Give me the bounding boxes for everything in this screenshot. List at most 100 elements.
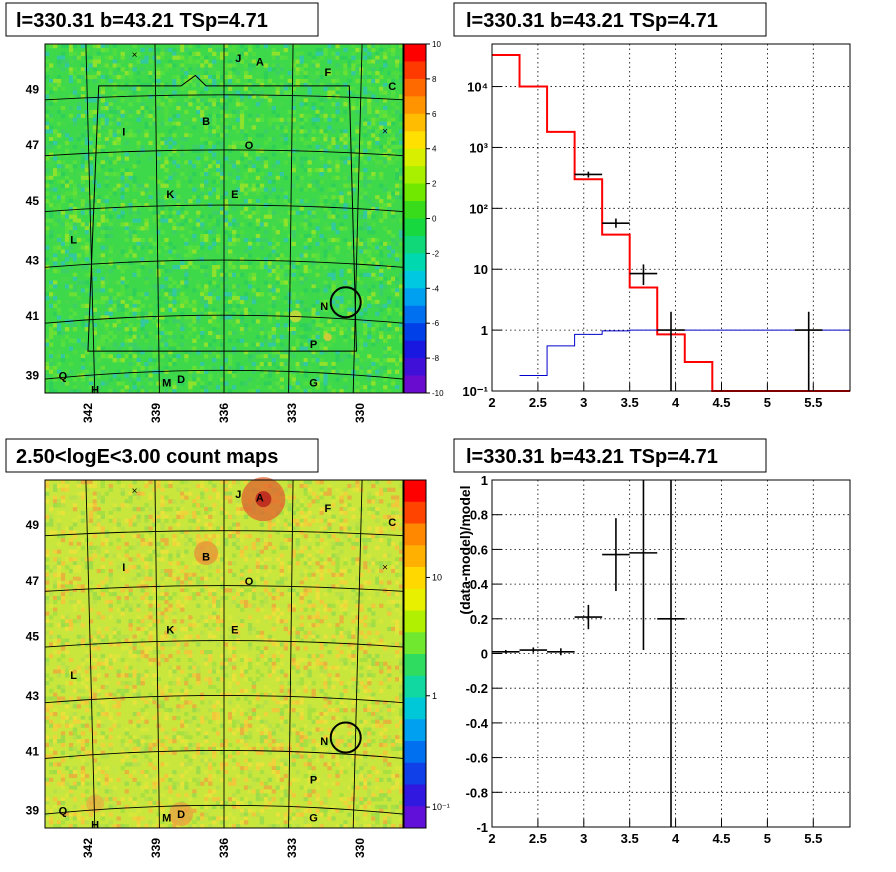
y-tick-label: 10	[474, 262, 488, 277]
cross-marker: ×	[132, 50, 138, 61]
colorbar-segment	[404, 806, 426, 829]
x-tick-label: 330	[353, 838, 367, 858]
x-tick-label: 2	[488, 831, 495, 846]
y-tick-label: 0.8	[470, 508, 488, 523]
colorbar-segment	[404, 610, 426, 633]
x-tick-label: 5.5	[804, 831, 822, 846]
colorbar-segment	[404, 480, 426, 503]
colorbar-tick-label: 10	[432, 40, 441, 49]
source-label: F	[324, 503, 331, 515]
y-tick-label: 0.2	[470, 612, 488, 627]
y-tick-label: 49	[26, 82, 40, 96]
spectrum-title: l=330.31 b=43.21 TSp=4.71	[466, 10, 718, 32]
map-hotspot	[323, 333, 332, 342]
y-tick-label: 1	[481, 473, 488, 488]
source-label: M	[162, 813, 171, 825]
colorbar-segment	[404, 323, 426, 342]
x-tick-label: 336	[217, 838, 231, 858]
source-label: J	[235, 489, 241, 501]
y-tick-label: 47	[26, 574, 40, 588]
colorbar-segment	[404, 375, 426, 394]
x-tick-label: 3	[580, 395, 587, 410]
residual-map-panel: J A F C B I O K E L N P Q H M D G × × 342 339 336 333 330 49 47 45…	[26, 40, 444, 423]
x-tick-label: 4.5	[712, 395, 730, 410]
source-label: C	[388, 81, 396, 93]
cross-marker: ×	[382, 562, 388, 573]
colorbar-segment	[404, 44, 426, 62]
count-map-title: 2.50<logE<3.00 count maps	[16, 446, 278, 468]
colorbar-segment	[404, 253, 426, 272]
colorbar-segment	[404, 78, 426, 97]
count-map-panel: J A F C B I O K E L N P Q H M D G × × 342 339 336 333 330 49 47 45…	[26, 477, 450, 858]
colorbar-segment	[404, 183, 426, 202]
colorbar-segment	[404, 358, 426, 376]
y-tick-label: 0.6	[470, 542, 488, 557]
map-hotspot	[86, 794, 105, 813]
cross-marker: ×	[132, 486, 138, 497]
x-tick-label: 3.5	[621, 831, 639, 846]
colorbar-tick-label: 0	[432, 215, 437, 224]
source-label: B	[202, 116, 210, 128]
map-longitude-line	[352, 43, 363, 394]
colorbar-segment	[404, 148, 426, 167]
y-tick-label: 45	[26, 194, 40, 208]
source-label: D	[177, 809, 185, 821]
source-label: J	[235, 53, 241, 65]
colorbar-tick-label: -10	[432, 389, 444, 398]
source-label: N	[320, 736, 328, 748]
map-longitude-line	[154, 43, 160, 394]
y-tick-label: 43	[26, 253, 40, 267]
colorbar-segment	[404, 762, 426, 785]
source-label: G	[309, 813, 318, 825]
x-tick-label: 333	[285, 838, 299, 858]
source-label: I	[122, 126, 125, 138]
colorbar-segment	[404, 131, 426, 150]
colorbar-segment	[404, 719, 426, 742]
colorbar-segment	[404, 632, 426, 655]
x-tick-label: 342	[81, 838, 95, 858]
map-hotspot	[194, 541, 219, 566]
colorbar-segment	[404, 567, 426, 590]
y-tick-label: -0.4	[466, 716, 489, 731]
source-label: M	[162, 378, 171, 390]
colorbar-segment	[404, 675, 426, 698]
colorbar-segment	[404, 235, 426, 254]
colorbar-tick-label: -2	[432, 249, 440, 258]
colorbar-segment	[404, 501, 426, 524]
source-label: F	[324, 67, 331, 79]
count-map-title-box	[5, 438, 319, 473]
residual-map-title: l=330.31 b=43.21 TSp=4.71	[16, 10, 268, 32]
x-tick-label: 5	[764, 395, 771, 410]
y-tick-label: 39	[26, 369, 40, 383]
source-label: K	[166, 625, 174, 637]
source-label: Q	[59, 371, 68, 383]
y-tick-label: -1	[476, 820, 488, 835]
colorbar-tick-label: -4	[432, 284, 440, 293]
map-longitude-line	[288, 479, 294, 829]
residual-map-title-box	[5, 2, 319, 37]
colorbar-tick-label: 1	[432, 691, 437, 701]
source-label: O	[245, 576, 254, 588]
x-tick-label: 4	[672, 395, 680, 410]
colorbar-segment	[404, 654, 426, 677]
map-pixels	[45, 480, 404, 829]
x-tick-label: 5	[764, 831, 771, 846]
y-tick-label: 41	[26, 309, 40, 323]
x-tick-label: 339	[149, 403, 163, 423]
x-tick-label: 339	[149, 838, 163, 858]
x-tick-label: 4.5	[712, 831, 730, 846]
y-tick-label: 45	[26, 630, 40, 644]
ratio-title-box	[453, 438, 767, 473]
colorbar-segment	[404, 61, 426, 80]
source-label: H	[91, 385, 99, 397]
source-label: L	[70, 234, 77, 246]
colorbar-tick-label: -6	[432, 319, 440, 328]
colorbar-tick-label: 4	[432, 145, 437, 154]
source-label: C	[388, 517, 396, 529]
y-tick-label: 0	[481, 647, 488, 662]
map-roi-outline	[87, 74, 357, 352]
colorbar-segment	[404, 166, 426, 184]
colorbar-segment	[404, 741, 426, 764]
x-tick-label: 4	[672, 831, 680, 846]
